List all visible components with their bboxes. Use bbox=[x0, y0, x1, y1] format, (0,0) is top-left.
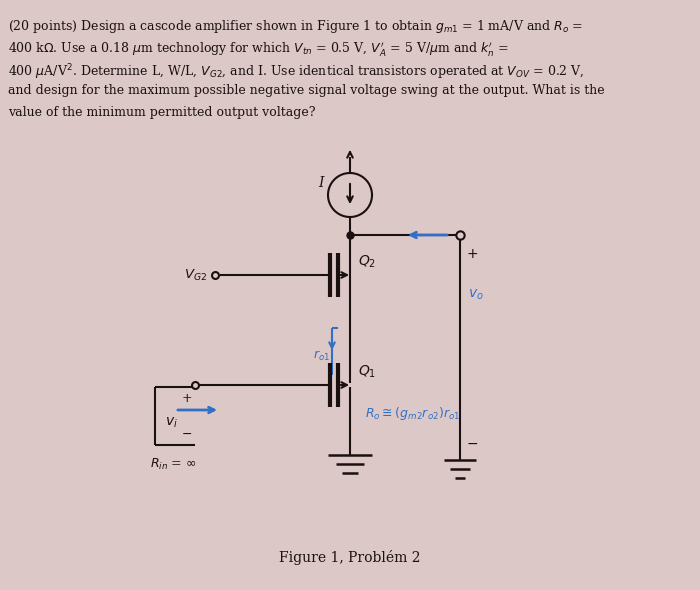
Text: $-$: $-$ bbox=[466, 436, 478, 450]
Text: value of the minimum permitted output voltage?: value of the minimum permitted output vo… bbox=[8, 106, 316, 119]
Text: +: + bbox=[181, 392, 192, 405]
Text: $v_o$: $v_o$ bbox=[468, 288, 484, 302]
Text: $v_i$: $v_i$ bbox=[165, 416, 178, 430]
Text: $Q_1$: $Q_1$ bbox=[358, 363, 376, 380]
Text: $V_{G2}$: $V_{G2}$ bbox=[184, 267, 207, 283]
Text: 400 k$\Omega$. Use a 0.18 $\mu$m technology for which $V_{tn}$ = 0.5 V, $V_A^{\p: 400 k$\Omega$. Use a 0.18 $\mu$m technol… bbox=[8, 40, 509, 58]
Text: (20 points) Design a cascode amplifier shown in Figure 1 to obtain $g_{m1}$ = 1 : (20 points) Design a cascode amplifier s… bbox=[8, 18, 583, 35]
Text: $R_{in}$ = $\infty$: $R_{in}$ = $\infty$ bbox=[150, 457, 197, 472]
Text: $R_o \cong (g_{m2}r_{o2})r_{o1}$: $R_o \cong (g_{m2}r_{o2})r_{o1}$ bbox=[365, 405, 461, 422]
Text: $Q_2$: $Q_2$ bbox=[358, 254, 376, 270]
Text: $r_{o1}$: $r_{o1}$ bbox=[313, 349, 330, 363]
Text: and design for the maximum possible negative signal voltage swing at the output.: and design for the maximum possible nega… bbox=[8, 84, 605, 97]
Text: Figure 1, Problém 2: Figure 1, Problém 2 bbox=[279, 550, 421, 565]
Text: $+$: $+$ bbox=[466, 247, 478, 261]
Text: I: I bbox=[318, 176, 324, 190]
Text: $-$: $-$ bbox=[181, 427, 192, 440]
Text: 400 $\mu$A/V$^2$. Determine L, W/L, $V_{G2}$, and I. Use identical transistors o: 400 $\mu$A/V$^2$. Determine L, W/L, $V_{… bbox=[8, 62, 584, 81]
